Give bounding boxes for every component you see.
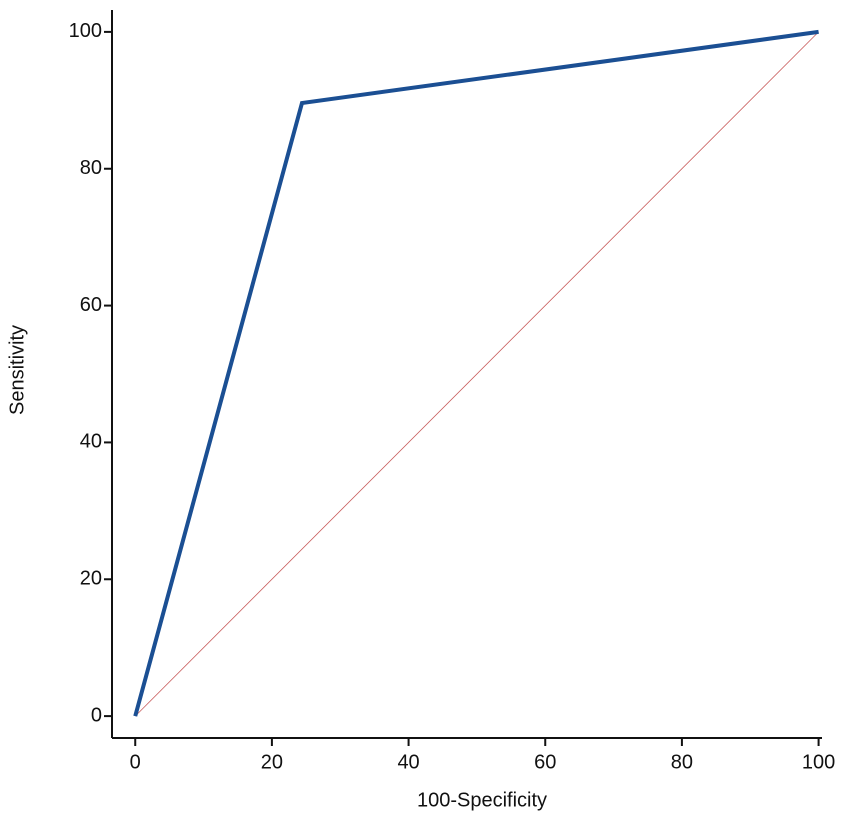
x-tick-label: 100 <box>802 751 835 773</box>
y-tick-label: 100 <box>69 20 102 42</box>
y-axis-label: Sensitivity <box>6 325 28 415</box>
x-tick-label: 60 <box>534 751 556 773</box>
series-line <box>133 29 819 717</box>
x-tick-label: 40 <box>397 751 419 773</box>
y-tick-label: 40 <box>80 431 102 453</box>
y-tick-label: 20 <box>80 568 102 590</box>
y-tick-label: 80 <box>80 157 102 179</box>
y-tick-label: 0 <box>91 704 102 726</box>
x-axis-label: 100-Specificity <box>417 789 547 811</box>
y-tick-label: 60 <box>80 294 102 316</box>
x-tick-label: 80 <box>671 751 693 773</box>
x-tick-label: 20 <box>261 751 283 773</box>
x-tick-label: 0 <box>130 751 141 773</box>
series-line <box>134 31 819 717</box>
